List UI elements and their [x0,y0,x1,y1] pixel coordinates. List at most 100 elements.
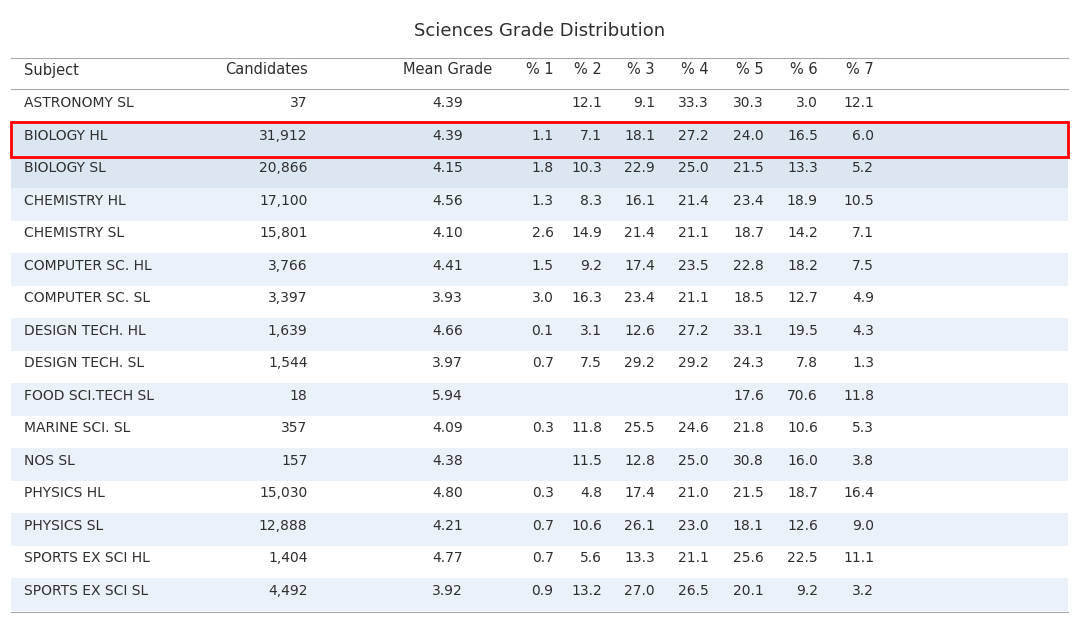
Text: 4.38: 4.38 [433,454,463,468]
Text: 23.4: 23.4 [734,194,764,208]
Text: 5.6: 5.6 [581,551,602,565]
Text: 11.8: 11.8 [843,389,874,402]
Text: 4.41: 4.41 [433,259,463,272]
Text: 21.0: 21.0 [679,486,709,500]
Text: 21.1: 21.1 [678,291,709,305]
Text: 25.6: 25.6 [734,551,764,565]
Text: 12.6: 12.6 [624,324,655,338]
Text: 3,766: 3,766 [268,259,308,272]
Text: 21.4: 21.4 [625,226,655,240]
Text: 18.2: 18.2 [787,259,818,272]
Text: 12,888: 12,888 [259,519,308,532]
Text: 0.7: 0.7 [532,551,554,565]
Text: 2.6: 2.6 [532,226,554,240]
Text: 12.8: 12.8 [624,454,655,468]
Text: 18.7: 18.7 [787,486,818,500]
Text: % 3: % 3 [628,62,655,78]
Text: 33.3: 33.3 [679,96,709,110]
Bar [11,188,1068,221]
Text: 4.8: 4.8 [581,486,602,500]
Text: % 6: % 6 [790,62,818,78]
Text: 18.5: 18.5 [733,291,764,305]
Text: 16.1: 16.1 [624,194,655,208]
Text: 12.6: 12.6 [787,519,818,532]
Text: 5.3: 5.3 [852,421,874,435]
Text: 25.0: 25.0 [679,454,709,468]
Text: 6.0: 6.0 [852,129,874,142]
Text: 18.1: 18.1 [624,129,655,142]
Text: 9.2: 9.2 [581,259,602,272]
Bar [11,383,1068,416]
Text: 0.3: 0.3 [532,486,554,500]
Bar [11,286,1068,318]
Text: 1,544: 1,544 [268,356,308,370]
Text: % 7: % 7 [846,62,874,78]
Text: 3.1: 3.1 [581,324,602,338]
Text: 20.1: 20.1 [734,584,764,598]
Text: 3.8: 3.8 [852,454,874,468]
Text: 20,866: 20,866 [259,161,308,175]
Text: 16.5: 16.5 [787,129,818,142]
Bar [11,318,1068,351]
Bar [11,253,1068,286]
Text: 0.9: 0.9 [532,584,554,598]
Text: PHYSICS SL: PHYSICS SL [24,519,103,532]
Text: 157: 157 [282,454,308,468]
Text: SPORTS EX SCI SL: SPORTS EX SCI SL [24,584,148,598]
Text: 10.6: 10.6 [571,519,602,532]
Text: 27.2: 27.2 [679,324,709,338]
Text: 4,492: 4,492 [268,584,308,598]
Text: 14.2: 14.2 [788,226,818,240]
Text: Mean Grade: Mean Grade [404,62,492,78]
Text: 12.1: 12.1 [571,96,602,110]
Text: 25.5: 25.5 [625,421,655,435]
Text: 27.2: 27.2 [679,129,709,142]
Text: 16.0: 16.0 [787,454,818,468]
Text: % 4: % 4 [681,62,709,78]
Text: 18: 18 [290,389,308,402]
Bar [11,416,1068,448]
Text: 1,404: 1,404 [268,551,308,565]
Text: 4.56: 4.56 [433,194,463,208]
Text: 4.77: 4.77 [433,551,463,565]
Text: 13.2: 13.2 [572,584,602,598]
Text: DESIGN TECH. HL: DESIGN TECH. HL [24,324,146,338]
Bar [11,351,1068,383]
Text: 0.1: 0.1 [532,324,554,338]
Text: 5.94: 5.94 [433,389,463,402]
Text: 3,397: 3,397 [268,291,308,305]
Text: 17.4: 17.4 [625,486,655,500]
Text: 4.21: 4.21 [433,519,463,532]
Bar [11,91,1068,123]
Text: 3.2: 3.2 [852,584,874,598]
Text: CHEMISTRY HL: CHEMISTRY HL [24,194,125,208]
Text: 23.5: 23.5 [679,259,709,272]
Text: 21.5: 21.5 [734,486,764,500]
Text: 7.5: 7.5 [852,259,874,272]
Text: DESIGN TECH. SL: DESIGN TECH. SL [24,356,144,370]
Text: 21.5: 21.5 [734,161,764,175]
Text: 1.3: 1.3 [852,356,874,370]
Text: Candidates: Candidates [224,62,308,78]
Text: COMPUTER SC. HL: COMPUTER SC. HL [24,259,151,272]
Text: 18.9: 18.9 [787,194,818,208]
Text: 26.5: 26.5 [679,584,709,598]
Text: 16.3: 16.3 [571,291,602,305]
Text: % 1: % 1 [525,62,554,78]
Text: 21.4: 21.4 [679,194,709,208]
Text: 0.3: 0.3 [532,421,554,435]
Text: 15,030: 15,030 [259,486,308,500]
Bar [11,123,1068,156]
Text: 7.5: 7.5 [581,356,602,370]
Text: 3.0: 3.0 [532,291,554,305]
Text: 9.2: 9.2 [796,584,818,598]
Text: 10.3: 10.3 [572,161,602,175]
Text: 30.3: 30.3 [734,96,764,110]
Text: 1,639: 1,639 [268,324,308,338]
Text: 4.9: 4.9 [852,291,874,305]
Text: 4.39: 4.39 [433,96,463,110]
Text: 31,912: 31,912 [259,129,308,142]
Text: 357: 357 [282,421,308,435]
Text: 26.1: 26.1 [624,519,655,532]
Text: 21.1: 21.1 [678,226,709,240]
